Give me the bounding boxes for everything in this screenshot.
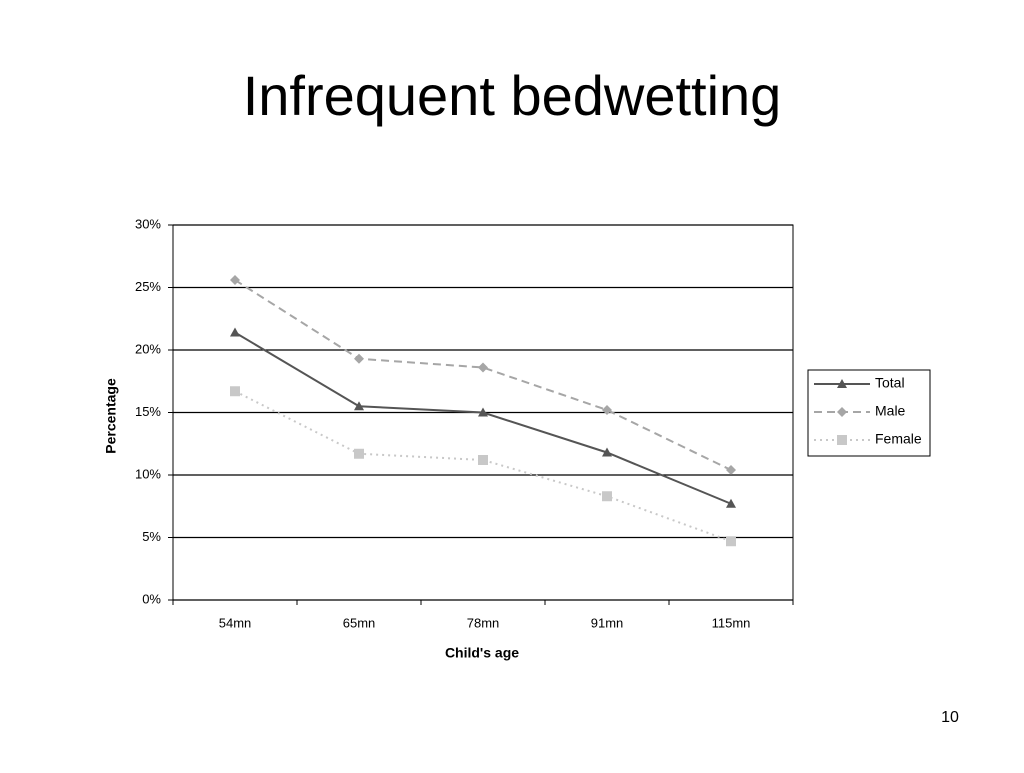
x-tick-label: 65mn: [343, 615, 376, 630]
data-point: [726, 465, 736, 475]
data-point: [602, 405, 612, 415]
data-point: [726, 498, 736, 508]
y-tick-label: 15%: [135, 404, 161, 419]
y-tick-label: 10%: [135, 466, 161, 481]
data-point: [354, 448, 364, 459]
slide-title: Infrequent bedwetting: [243, 64, 782, 127]
data-point: [354, 401, 364, 411]
y-tick-label: 20%: [135, 341, 161, 356]
y-tick-label: 30%: [135, 216, 161, 231]
x-axis-label: Child's age: [445, 645, 519, 661]
series-line: [234, 331, 732, 505]
legend-marker: [837, 435, 847, 445]
legend-marker: [837, 407, 847, 417]
data-point: [230, 275, 240, 285]
y-axis-label: Percentage: [103, 378, 119, 454]
x-tick-label: 115mn: [712, 615, 751, 630]
series-line: [234, 279, 732, 471]
y-tick-label: 0%: [142, 591, 161, 606]
y-tick-label: 25%: [135, 279, 161, 294]
data-point: [230, 386, 240, 397]
y-tick-label: 5%: [142, 529, 161, 544]
plot-area: [172, 224, 794, 601]
data-point: [354, 353, 364, 364]
legend-label: Female: [875, 431, 922, 447]
data-point: [726, 536, 736, 547]
x-tick-label: 54mn: [219, 615, 252, 630]
data-point: [602, 491, 612, 502]
data-point: [478, 455, 488, 465]
data-point: [602, 447, 612, 457]
data-point: [478, 362, 488, 373]
legend-label: Total: [875, 375, 905, 391]
legend-marker: [837, 379, 847, 388]
x-tick-label: 91mn: [591, 615, 624, 630]
legend-label: Male: [875, 403, 906, 419]
page-number: 10: [941, 709, 959, 726]
data-point: [230, 327, 240, 337]
x-tick-label: 78mn: [467, 615, 500, 630]
data-point: [478, 407, 488, 417]
